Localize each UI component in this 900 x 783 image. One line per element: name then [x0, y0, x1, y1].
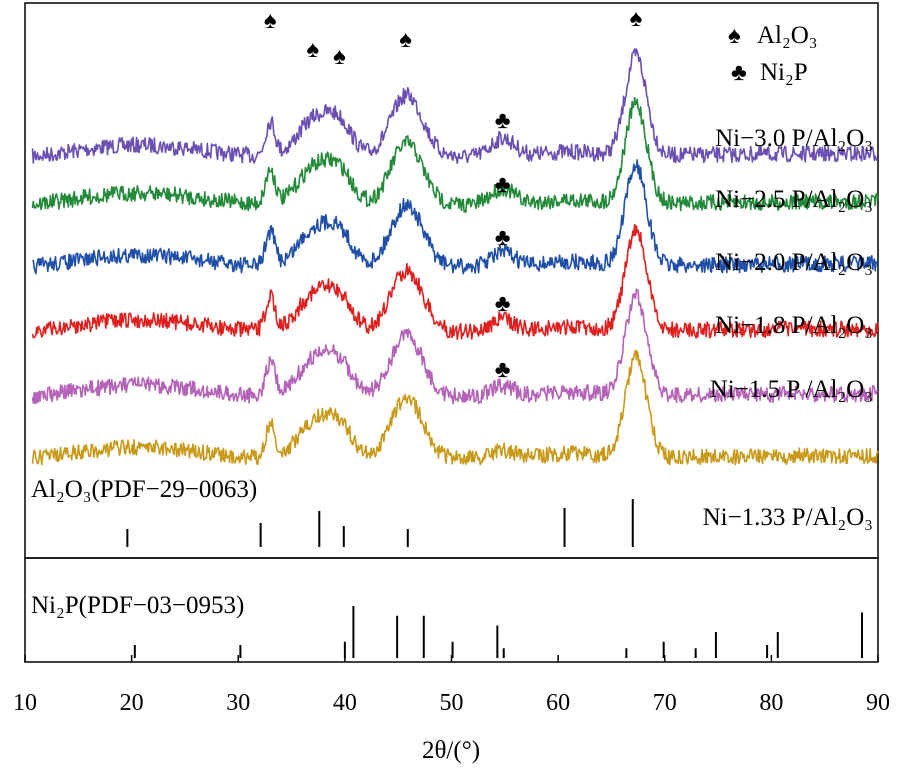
x-axis-title: 2θ/(°): [422, 737, 480, 764]
legend: ♠ Al₂O₃ ♣ Ni₂P: [728, 22, 818, 86]
x-tick-label-40: 40: [333, 690, 357, 716]
al2o3-peak-marker-1: ♠: [264, 8, 277, 34]
ni2p-peak-marker-1: ♣: [495, 108, 511, 134]
x-tick-label-20: 20: [120, 690, 144, 716]
series-label-5: Ni−1.5 P /Al₂O₃: [710, 376, 873, 403]
al2o3-peak-marker-4: ♠: [399, 27, 412, 53]
ni2p-peak-marker-4: ♣: [495, 291, 511, 317]
xrd-curve-6: [31, 349, 879, 466]
x-tick-label-10: 10: [13, 690, 37, 716]
x-tick-label-80: 80: [759, 690, 783, 716]
series-label-2: Ni−2.5 P/Al₂O₃: [715, 186, 873, 213]
legend-ni2p-symbol: ♣: [731, 60, 747, 86]
x-tick-label-70: 70: [653, 690, 677, 716]
ni2p-reference-label: Ni₂P(PDF−03−0953): [31, 592, 244, 619]
x-axis-ticks-group: 10 20 30 40 50 60 70 80 90: [13, 655, 890, 716]
series-label-1: Ni−3.0 P/Al₂O₃: [715, 125, 873, 152]
al2o3-peak-marker-3: ♠: [333, 44, 346, 70]
series-labels-group: Ni−3.0 P/Al₂O₃ Ni−2.5 P/Al₂O₃ Ni−2.0 P/Al₂…: [703, 125, 873, 531]
peak-markers-group: ♠ ♠ ♠ ♠ ♠ ♣ ♣ ♣ ♣ ♣: [264, 6, 643, 383]
xrd-curve-1: [31, 48, 879, 165]
series-label-3: Ni−2.0 P/Al₂O₃: [715, 249, 873, 276]
xrd-curves-group: [31, 48, 879, 466]
x-tick-label-90: 90: [866, 690, 890, 716]
reference-lines-group: [126, 499, 864, 658]
xrd-curve-3: [32, 159, 879, 275]
main-plot-frame: [24, 2, 879, 559]
ni2p-peak-marker-5: ♣: [495, 357, 511, 383]
al2o3-peak-marker-2: ♠: [307, 37, 320, 63]
xrd-curve-5: [31, 288, 879, 405]
x-tick-label-50: 50: [440, 690, 464, 716]
ni2p-peak-marker-2: ♣: [495, 172, 511, 198]
legend-ni2p-label: Ni₂P: [760, 59, 808, 86]
xrd-curve-2: [31, 96, 879, 213]
legend-al2o3-label: Al₂O₃: [757, 22, 818, 49]
series-label-6: Ni−1.33 P/Al₂O₃: [703, 504, 873, 531]
x-tick-label-30: 30: [226, 690, 250, 716]
series-label-4: Ni−1.8 P/Al₂O₃: [715, 312, 873, 339]
x-tick-label-60: 60: [546, 690, 570, 716]
al2o3-peak-marker-5: ♠: [630, 6, 643, 32]
legend-al2o3-symbol: ♠: [728, 23, 741, 49]
ni2p-peak-marker-3: ♣: [495, 225, 511, 251]
al2o3-reference-label: Al₂O₃(PDF−29−0063): [31, 476, 257, 503]
xrd-curve-4: [31, 223, 879, 341]
